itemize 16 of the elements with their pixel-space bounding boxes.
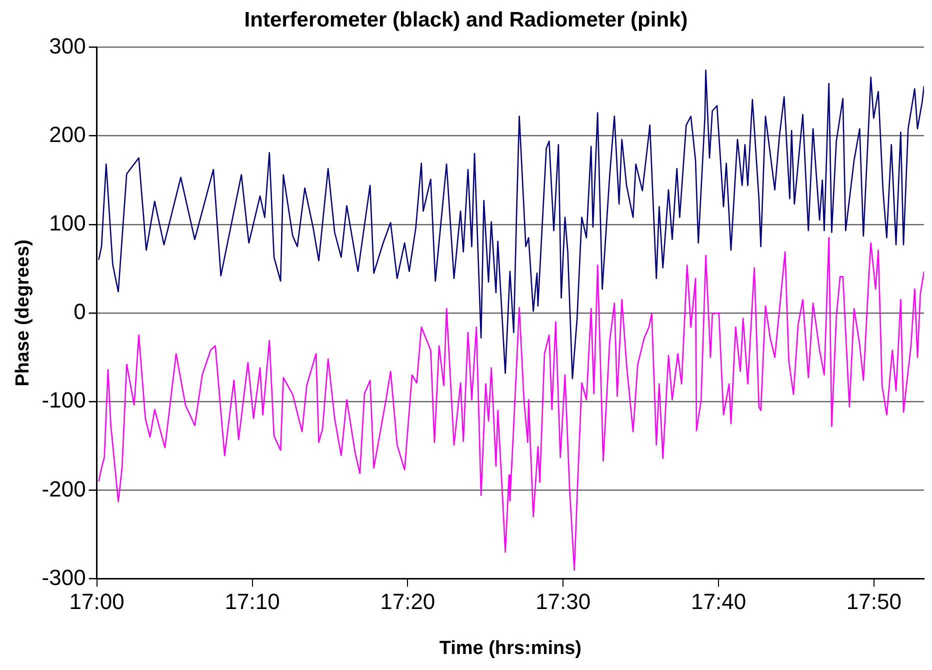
x-tick-label: 17:20 xyxy=(380,589,436,614)
x-tick-label: 17:10 xyxy=(224,589,280,614)
y-tick-label: 300 xyxy=(49,33,86,58)
y-tick-label: 200 xyxy=(49,122,86,147)
y-axis-title: Phase (degrees) xyxy=(12,240,34,386)
y-tick-label: 0 xyxy=(74,299,86,324)
x-tick-label: 17:30 xyxy=(536,589,591,614)
chart-title: Interferometer (black) and Radiometer (pink) xyxy=(244,8,688,32)
y-tick-label: -100 xyxy=(42,388,86,413)
x-tick-label: 17:50 xyxy=(846,589,902,614)
y-tick-label: 100 xyxy=(49,210,86,236)
y-tick-label: -300 xyxy=(42,564,86,590)
y-tick-label: -200 xyxy=(42,476,86,502)
x-tick-label: 17:00 xyxy=(69,589,124,614)
x-axis-title: Time (hrs:mins) xyxy=(439,638,582,659)
x-tick-label: 17:40 xyxy=(691,589,746,614)
